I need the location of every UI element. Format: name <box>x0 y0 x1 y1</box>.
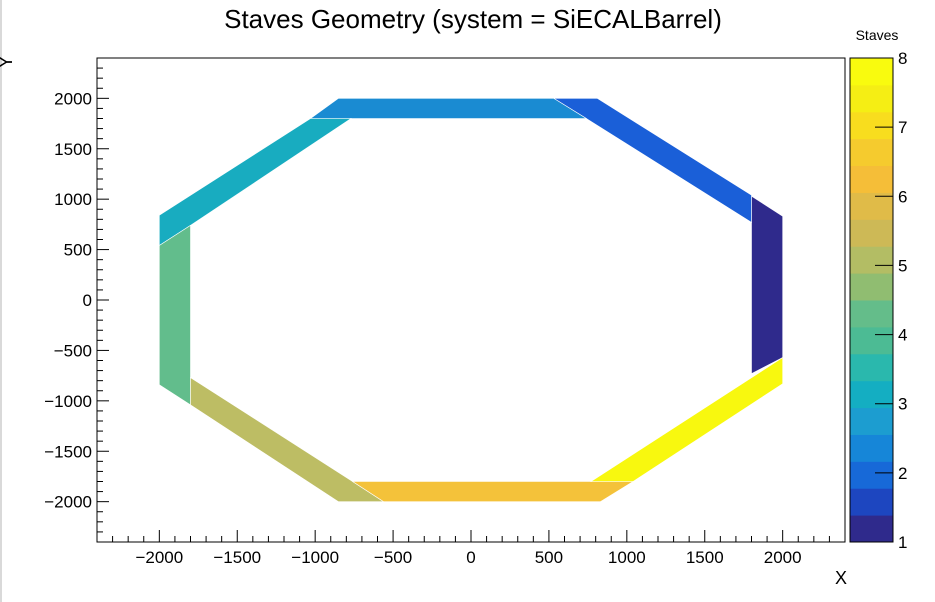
y-tick-label: −1500 <box>44 442 92 461</box>
stave-3 <box>309 98 588 119</box>
color-bar-band <box>850 353 893 382</box>
color-bar-band <box>850 165 893 193</box>
color-bar-tick-label: 7 <box>898 118 907 137</box>
color-bar-tick-label: 3 <box>898 395 907 414</box>
color-bar-tick-label: 5 <box>898 256 907 275</box>
color-bar-band <box>850 326 893 355</box>
x-tick-label: 500 <box>535 548 563 567</box>
x-tick-label: 1500 <box>686 548 724 567</box>
color-bar-band <box>850 300 893 328</box>
y-axis: −2000 −1500 −1000 −500 0 500 1000 1500 2000 <box>44 57 109 543</box>
color-bar-tick-label: 6 <box>898 187 907 206</box>
x-tick-label: −2000 <box>135 548 183 567</box>
y-tick-label: 500 <box>64 241 92 260</box>
y-tick-label: 2000 <box>54 89 92 108</box>
x-tick-label: 2000 <box>764 548 802 567</box>
staves-layer <box>159 98 784 503</box>
y-tick-label: 1500 <box>54 140 92 159</box>
x-tick-label: 0 <box>466 548 475 567</box>
stave-6 <box>190 377 385 503</box>
color-bar-tick-label: 1 <box>898 533 907 552</box>
color-bar-frame <box>849 57 894 543</box>
color-bar-tick-label: 4 <box>898 326 907 345</box>
color-bar-band <box>850 192 893 220</box>
y-tick-label: 1000 <box>54 190 92 209</box>
color-bar-band <box>850 138 893 167</box>
y-tick-label: −500 <box>54 341 92 360</box>
x-tick-label: −500 <box>374 548 412 567</box>
plot-frame <box>96 57 846 543</box>
color-bar-band <box>850 434 893 462</box>
y-tick-label: −1000 <box>44 392 92 411</box>
color-bar-band <box>850 58 893 86</box>
color-bar-band <box>850 461 893 489</box>
color-bar-band <box>850 219 893 247</box>
color-bar-band <box>850 515 893 543</box>
color-bar-tick-label: 2 <box>898 464 907 483</box>
color-bar-band <box>850 111 893 140</box>
y-tick-label: −2000 <box>44 493 92 512</box>
x-tick-label: 1000 <box>608 548 646 567</box>
stave-7 <box>351 481 635 503</box>
stave-1 <box>751 195 784 375</box>
color-bar-tick-label: 8 <box>898 49 907 68</box>
stave-8 <box>589 356 784 482</box>
x-tick-label: −1500 <box>213 548 261 567</box>
stave-5 <box>159 224 191 406</box>
color-bar-band <box>850 488 893 516</box>
chart-title: Staves Geometry (system = SiECALBarrel) <box>224 4 722 34</box>
x-tick-label: −1000 <box>291 548 339 567</box>
window-edge <box>0 0 2 602</box>
color-bar-band <box>850 84 893 113</box>
y-axis-label: Y <box>0 56 16 68</box>
color-bar-band <box>850 273 893 301</box>
color-bar-band <box>850 407 893 435</box>
color-bar: 1 2 3 4 5 6 7 8 <box>849 49 907 552</box>
color-bar-title: Staves <box>856 27 899 43</box>
stave-4 <box>159 118 352 247</box>
y-tick-label: 0 <box>83 291 92 310</box>
x-axis-label: X <box>835 568 847 588</box>
x-axis: −2000 −1500 −1000 −500 0 500 1000 1500 2000 <box>96 530 846 567</box>
color-bar-band <box>850 246 893 274</box>
